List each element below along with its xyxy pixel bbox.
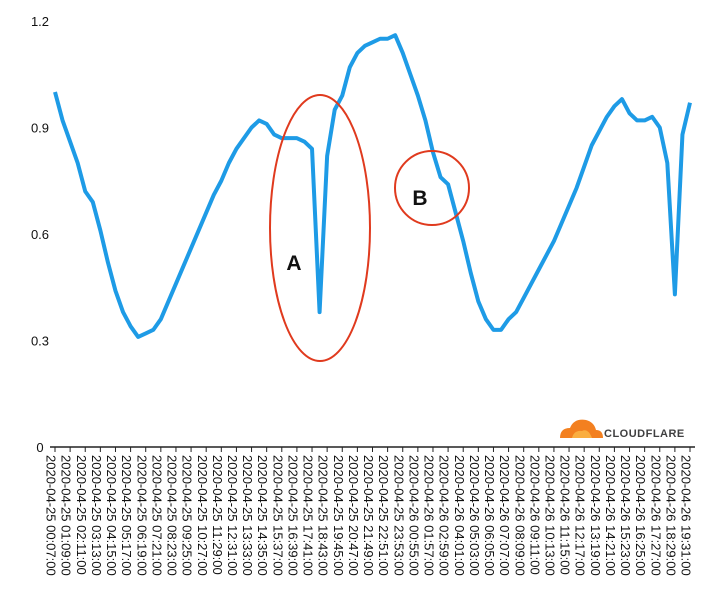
x-tick-label: 2020-04-26 14:21:00 (603, 455, 618, 576)
y-tick-label: 0 (36, 440, 43, 455)
x-tick-label: 2020-04-26 18:29:00 (663, 455, 678, 576)
x-tick-label: 2020-04-25 21:49:00 (361, 455, 376, 576)
x-tick-label: 2020-04-26 19:31:00 (679, 455, 694, 576)
x-tick-label: 2020-04-25 06:19:00 (134, 455, 149, 576)
x-tick-label: 2020-04-25 16:39:00 (285, 455, 300, 576)
x-tick-label: 2020-04-25 05:17:00 (119, 455, 134, 576)
x-tick-label: 2020-04-26 06:05:00 (482, 455, 497, 576)
x-tick-label: 2020-04-26 17:27:00 (648, 455, 663, 576)
x-tick-label: 2020-04-25 03:13:00 (89, 455, 104, 576)
x-tick-label: 2020-04-26 15:23:00 (618, 455, 633, 576)
logo-cloud (572, 430, 592, 438)
logo-text: CLOUDFLARE (604, 428, 685, 440)
x-tick-label: 2020-04-26 11:15:00 (558, 455, 573, 575)
x-tick-label: 2020-04-25 00:07:00 (44, 455, 59, 576)
x-tick-label: 2020-04-26 04:01:00 (452, 455, 467, 576)
y-tick-label: 0.3 (31, 334, 49, 349)
x-tick-label: 2020-04-25 09:25:00 (180, 455, 195, 576)
y-tick-label: 0.6 (31, 227, 49, 242)
x-tick-label: 2020-04-25 15:37:00 (270, 455, 285, 576)
x-tick-label: 2020-04-26 13:19:00 (588, 455, 603, 576)
x-tick-label: 2020-04-26 08:09:00 (512, 455, 527, 576)
x-tick-label: 2020-04-25 14:35:00 (255, 455, 270, 576)
y-tick-label: 1.2 (31, 14, 49, 29)
logo-cloud (560, 419, 603, 438)
x-tick-label: 2020-04-25 04:15:00 (104, 455, 119, 576)
x-tick-label: 2020-04-25 01:09:00 (59, 455, 74, 576)
x-tick-label: 2020-04-25 12:31:00 (225, 455, 240, 576)
annotation-label: B (412, 187, 427, 210)
x-tick-label: 2020-04-25 23:53:00 (391, 455, 406, 576)
x-tick-label: 2020-04-26 01:57:00 (422, 455, 437, 576)
logo: CLOUDFLARE (560, 419, 685, 440)
x-tick-label: 2020-04-25 18:43:00 (316, 455, 331, 576)
annotation-ellipse (269, 94, 371, 362)
x-tick-label: 2020-04-26 00:55:00 (406, 455, 421, 576)
y-tick-label: 0.9 (31, 121, 49, 136)
x-tick-label: 2020-04-25 17:41:00 (301, 455, 316, 576)
x-tick-label: 2020-04-26 05:03:00 (467, 455, 482, 576)
x-tick-label: 2020-04-26 12:17:00 (573, 455, 588, 576)
x-tick-label: 2020-04-26 02:59:00 (437, 455, 452, 576)
annotation-label: A (286, 252, 301, 275)
x-tick-label: 2020-04-25 19:45:00 (331, 455, 346, 576)
x-tick-label: 2020-04-26 10:13:00 (542, 455, 557, 576)
x-tick-label: 2020-04-25 02:11:00 (74, 455, 89, 575)
x-tick-label: 2020-04-25 22:51:00 (376, 455, 391, 576)
x-tick-label: 2020-04-25 13:33:00 (240, 455, 255, 576)
x-tick-label: 2020-04-25 08:23:00 (165, 455, 180, 576)
x-tick-label: 2020-04-25 10:27:00 (195, 455, 210, 576)
x-tick-label: 2020-04-25 07:21:00 (149, 455, 164, 576)
x-tick-label: 2020-04-25 11:29:00 (210, 455, 225, 575)
x-tick-label: 2020-04-25 20:47:00 (346, 455, 361, 576)
annotation-ellipse (394, 150, 470, 226)
x-tick-label: 2020-04-26 07:07:00 (497, 455, 512, 576)
x-tick-label: 2020-04-26 16:25:00 (633, 455, 648, 576)
x-tick-label: 2020-04-26 09:11:00 (527, 455, 542, 575)
data-line (53, 33, 692, 339)
